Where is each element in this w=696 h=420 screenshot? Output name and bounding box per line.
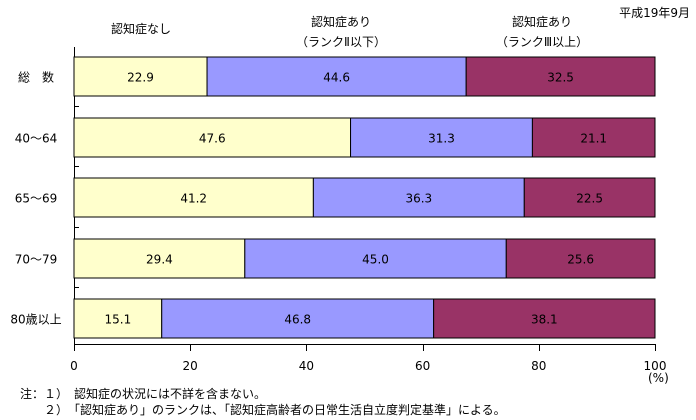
bar-segment [350,117,533,158]
data-label: 29.4 [146,253,173,267]
bar-segment [433,298,656,339]
bar-segment [244,238,507,279]
data-label: 21.1 [580,132,607,146]
x-tick-label: 80 [531,359,546,373]
series-label: 認知症あり [512,14,572,29]
data-label: 44.6 [323,71,350,85]
bar-segment [531,117,656,158]
series-label: 認知症あり [311,14,371,29]
category-label: 80歳以上 [10,313,61,327]
data-label: 31.3 [428,132,455,146]
data-label: 41.2 [180,192,207,206]
data-label: 15.1 [105,313,132,327]
data-label: 45.0 [362,253,389,267]
category-label: 総 数 [18,70,54,85]
bar-segment [505,238,656,279]
category-label: 70～79 [15,253,58,267]
data-label: 38.1 [531,313,558,327]
data-label: 22.9 [127,71,154,85]
x-tick-label: 100 [644,359,667,373]
bar-segment [312,177,525,218]
bar-segment [73,298,163,339]
x-tick-label: 40 [299,359,314,373]
bar-segment [465,56,656,97]
data-label: 32.5 [547,71,574,85]
bar-segment [73,177,314,218]
data-label: 36.3 [405,192,432,206]
x-unit: (%) [648,371,669,385]
x-tick-label: 60 [415,359,430,373]
series-label-sub: （ランクⅡ以下） [296,35,386,49]
data-label: 46.8 [284,313,311,327]
note-2: ２） 「認知症あり」のランクは、「認知症高齢者の日常生活自立度判定基準」による。 [20,403,506,417]
note-1: 注：１） 認知症の状況には不詳を含まない。 [20,387,267,401]
data-label: 25.6 [567,253,594,267]
x-tick-label: 0 [70,359,78,373]
series-label: 認知症なし [111,21,171,36]
category-label: 40～64 [15,132,58,146]
bar-segment [523,177,656,218]
bar-segment [73,117,352,158]
bar-segment [161,298,435,339]
date-label: 平成19年9月 [619,6,690,20]
series-label-sub: （ランクⅢ以上） [496,35,588,49]
data-label: 47.6 [199,132,226,146]
data-label: 22.5 [576,192,603,206]
x-tick-label: 20 [183,359,198,373]
bar-segment [73,56,208,97]
category-label: 65～69 [15,192,58,206]
bar-segment [73,238,246,279]
